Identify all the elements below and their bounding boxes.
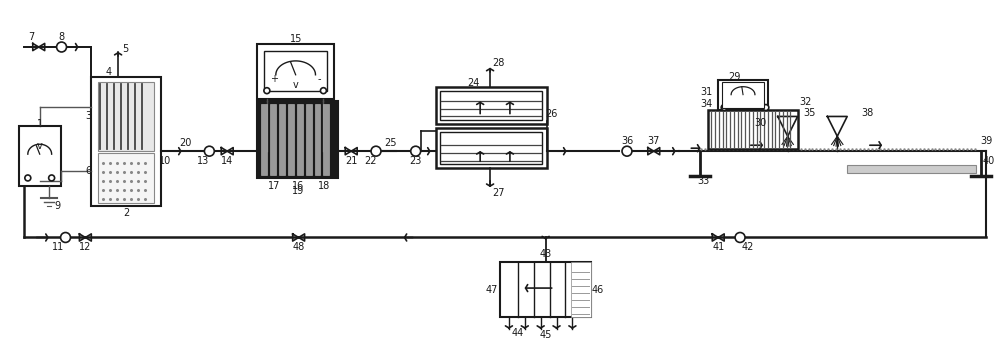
Text: 3: 3 (85, 111, 91, 121)
Text: 37: 37 (648, 136, 660, 146)
Text: 28: 28 (492, 58, 504, 68)
Text: 5: 5 (122, 44, 128, 54)
Bar (264, 51, 327, 91)
Text: 22: 22 (364, 156, 376, 166)
Text: 41: 41 (712, 243, 724, 252)
Text: 40: 40 (983, 156, 995, 166)
Circle shape (25, 175, 31, 181)
Circle shape (622, 146, 632, 156)
Text: 38: 38 (861, 109, 873, 118)
Circle shape (371, 146, 381, 156)
Text: 27: 27 (492, 188, 504, 198)
Bar (708, 110, 798, 149)
Text: 33: 33 (697, 176, 709, 186)
Bar (315, 103, 320, 175)
Bar (279, 103, 285, 175)
Text: 43: 43 (540, 249, 552, 260)
Bar (288, 103, 294, 175)
Circle shape (763, 104, 769, 110)
Bar (297, 103, 303, 175)
Text: 24: 24 (467, 78, 479, 88)
Text: 13: 13 (197, 156, 210, 166)
Bar (323, 103, 329, 175)
Bar (270, 103, 276, 175)
Text: 29: 29 (728, 72, 740, 82)
Text: 20: 20 (179, 138, 192, 148)
Text: 16: 16 (292, 181, 304, 191)
Text: 17: 17 (268, 181, 280, 191)
Circle shape (49, 175, 55, 181)
Text: 11: 11 (52, 243, 65, 252)
Text: 4: 4 (105, 67, 111, 77)
Circle shape (61, 233, 70, 243)
Bar (440, 132, 542, 164)
Text: 7: 7 (29, 32, 35, 42)
Bar (257, 101, 338, 178)
Text: 46: 46 (591, 285, 603, 295)
Text: 12: 12 (79, 243, 92, 252)
Circle shape (57, 42, 67, 52)
Text: 6: 6 (85, 166, 91, 176)
Bar (722, 82, 764, 108)
Text: 15: 15 (289, 34, 302, 44)
Circle shape (721, 104, 727, 110)
Text: +: + (270, 74, 278, 84)
Bar (436, 128, 547, 168)
Text: 8: 8 (58, 32, 65, 42)
Bar (436, 87, 547, 125)
Bar (500, 262, 591, 317)
Text: 30: 30 (755, 118, 767, 128)
Text: 14: 14 (221, 156, 233, 166)
Bar (261, 103, 267, 175)
Bar (98, 153, 154, 203)
Text: v: v (293, 80, 299, 90)
Text: 1: 1 (37, 119, 43, 129)
Text: 10: 10 (159, 156, 171, 166)
Bar (91, 77, 161, 206)
Text: 9: 9 (55, 201, 61, 211)
Text: 48: 48 (293, 243, 305, 252)
Text: 25: 25 (385, 138, 397, 148)
Bar (306, 103, 312, 175)
Text: 34: 34 (700, 99, 712, 109)
Circle shape (320, 88, 326, 94)
Bar (19, 126, 61, 186)
Text: v: v (37, 141, 43, 151)
Text: 47: 47 (486, 285, 498, 295)
Text: 42: 42 (742, 243, 754, 252)
Text: 39: 39 (980, 136, 992, 146)
Text: 26: 26 (545, 109, 558, 119)
Bar (440, 91, 542, 120)
Text: 21: 21 (345, 156, 357, 166)
Text: 44: 44 (512, 328, 524, 338)
Bar (98, 82, 154, 151)
Bar (718, 80, 768, 110)
Text: 18: 18 (318, 181, 331, 191)
Bar (571, 262, 591, 317)
Text: 2: 2 (123, 208, 129, 218)
Text: 23: 23 (409, 156, 422, 166)
Text: -: - (318, 74, 321, 84)
Text: 31: 31 (700, 86, 712, 97)
Bar (257, 44, 334, 99)
Circle shape (411, 146, 421, 156)
Text: 45: 45 (539, 330, 552, 340)
Text: 36: 36 (621, 136, 633, 146)
Text: 19: 19 (292, 186, 304, 196)
Text: 32: 32 (799, 97, 812, 107)
Circle shape (264, 88, 270, 94)
Text: 35: 35 (803, 109, 816, 118)
Circle shape (204, 146, 214, 156)
Circle shape (735, 233, 745, 243)
Bar (847, 165, 976, 173)
